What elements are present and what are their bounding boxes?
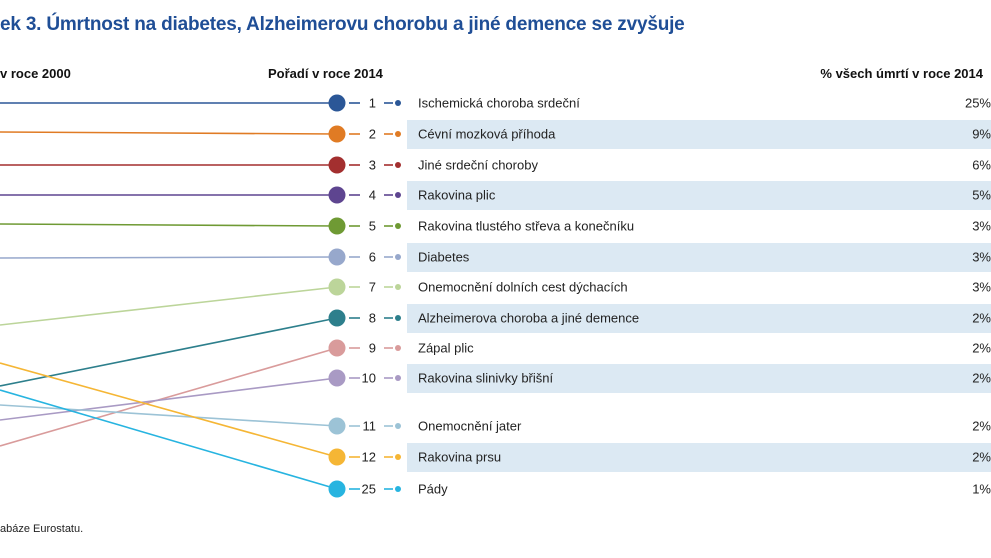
row-stripe <box>407 120 991 149</box>
cause-label: Rakovina slinivky břišní <box>418 371 553 386</box>
rank-dot-marker <box>328 186 346 204</box>
rank-dot-marker <box>328 94 346 112</box>
header-percent-2014: % všech úmrtí v roce 2014 <box>820 66 983 81</box>
rank-dot-marker <box>328 125 346 143</box>
slope-line <box>0 131 338 135</box>
rank-label: 1 <box>369 96 376 111</box>
cause-dot-marker <box>395 423 401 429</box>
rank-label: 6 <box>369 250 376 265</box>
rank-dot-marker <box>328 278 346 296</box>
rank-label: 5 <box>369 219 376 234</box>
slope-line <box>0 347 338 447</box>
header-rank-2014: Pořadí v roce 2014 <box>268 66 383 81</box>
percent-value: 2% <box>972 371 991 386</box>
percent-value: 2% <box>972 311 991 326</box>
percent-value: 9% <box>972 127 991 142</box>
cause-label: Rakovina plic <box>418 188 496 203</box>
slope-line <box>0 362 338 458</box>
slope-line <box>0 377 338 421</box>
percent-value: 2% <box>972 450 991 465</box>
cause-label: Pády <box>418 482 448 497</box>
slope-line <box>0 389 338 490</box>
rank-label: 4 <box>369 188 376 203</box>
percent-value: 5% <box>972 188 991 203</box>
cause-label: Onemocnění jater <box>418 419 522 434</box>
rank-label: 9 <box>369 341 376 356</box>
percent-value: 3% <box>972 219 991 234</box>
cause-dot-marker <box>395 131 401 137</box>
rank-label: 12 <box>362 450 376 465</box>
rank-label: 10 <box>362 371 376 386</box>
rank-label: 11 <box>363 419 377 434</box>
cause-dot-marker <box>395 100 401 106</box>
percent-value: 1% <box>972 482 991 497</box>
rank-label: 7 <box>369 280 376 295</box>
rank-label: 8 <box>369 311 376 326</box>
cause-label: Jiné srdeční choroby <box>418 158 538 173</box>
percent-value: 6% <box>972 158 991 173</box>
source-note: abáze Eurostatu. <box>0 523 84 535</box>
cause-label: Rakovina tlustého střeva a konečníku <box>418 219 634 234</box>
cause-dot-marker <box>395 223 401 229</box>
cause-dot-marker <box>395 254 401 260</box>
percent-value: 3% <box>972 250 991 265</box>
percent-value: 2% <box>972 341 991 356</box>
slope-line <box>0 286 338 326</box>
row-stripe <box>407 443 991 472</box>
rank-dot-marker <box>328 309 346 327</box>
row-stripe <box>407 243 991 272</box>
rank-dot-marker <box>328 156 346 174</box>
cause-label: Zápal plic <box>418 341 474 356</box>
rank-dot-marker <box>328 339 346 357</box>
rank-dot-marker <box>328 369 346 387</box>
cause-dot-marker <box>395 486 401 492</box>
cause-label: Ischemická choroba srdeční <box>418 96 580 111</box>
header-rank-2000: v roce 2000 <box>0 66 71 81</box>
cause-dot-marker <box>395 345 401 351</box>
cause-dot-marker <box>395 192 401 198</box>
slope-line <box>0 256 338 259</box>
rank-dot-marker <box>328 248 346 266</box>
row-stripe <box>407 181 991 210</box>
row-stripe <box>407 304 991 333</box>
chart-title: ek 3. Úmrtnost na diabetes, Alzheimerovu… <box>0 14 685 35</box>
rank-dot-marker <box>328 448 346 466</box>
cause-label: Diabetes <box>418 250 470 265</box>
cause-label: Rakovina prsu <box>418 450 501 465</box>
percent-value: 25% <box>965 96 991 111</box>
rank-label: 2 <box>369 127 376 142</box>
cause-dot-marker <box>395 162 401 168</box>
rank-dot-marker <box>328 417 346 435</box>
cause-dot-marker <box>395 284 401 290</box>
row-stripe <box>407 364 991 393</box>
rank-dot-marker <box>328 217 346 235</box>
slope-line <box>0 223 338 227</box>
slope-line <box>0 404 338 427</box>
cause-dot-marker <box>395 315 401 321</box>
percent-value: 2% <box>972 419 991 434</box>
cause-label: Cévní mozková příhoda <box>418 127 556 142</box>
cause-label: Onemocnění dolních cest dýchacích <box>418 280 628 295</box>
rank-dot-marker <box>328 480 346 498</box>
rank-label: 3 <box>369 158 376 173</box>
cause-dot-marker <box>395 454 401 460</box>
rank-label: 25 <box>362 482 376 497</box>
slope-line <box>0 317 338 387</box>
cause-dot-marker <box>395 375 401 381</box>
percent-value: 3% <box>972 280 991 295</box>
cause-label: Alzheimerova choroba a jiné demence <box>418 311 639 326</box>
